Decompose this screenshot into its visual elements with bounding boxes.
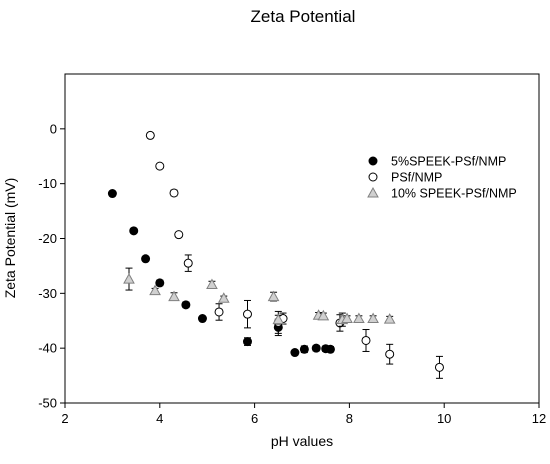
data-point bbox=[242, 309, 252, 319]
data-point bbox=[155, 161, 165, 171]
plot-area-frame bbox=[64, 73, 540, 404]
data-point bbox=[174, 230, 184, 240]
x-tick-label: 6 bbox=[251, 411, 258, 426]
data-point bbox=[181, 300, 191, 310]
data-point bbox=[149, 284, 161, 296]
data-marks bbox=[107, 130, 444, 379]
x-tick-label: 10 bbox=[437, 411, 451, 426]
data-point bbox=[290, 348, 300, 358]
series-group bbox=[123, 267, 396, 327]
data-point bbox=[145, 130, 155, 140]
data-point bbox=[385, 349, 395, 359]
legend: 5%SPEEK-PSf/NMP PSf/NMP 10% SPEEK-PSf/NMP bbox=[367, 155, 517, 201]
data-point bbox=[206, 278, 218, 290]
data-point bbox=[214, 307, 224, 317]
data-point bbox=[169, 188, 179, 198]
data-point bbox=[155, 278, 165, 288]
legend-marker bbox=[368, 172, 378, 182]
data-point bbox=[299, 344, 309, 354]
legend-entry-label: PSf/NMP bbox=[391, 171, 442, 185]
data-point bbox=[217, 292, 230, 303]
y-tick-label: -10 bbox=[38, 176, 57, 191]
data-point bbox=[183, 258, 193, 268]
x-tick-label: 12 bbox=[532, 411, 546, 426]
y-tick-label: 0 bbox=[50, 121, 57, 136]
data-point bbox=[107, 189, 117, 199]
x-axis-label: pH values bbox=[271, 433, 333, 449]
y-tick-label: -20 bbox=[38, 231, 57, 246]
data-point bbox=[383, 313, 396, 324]
data-point bbox=[317, 309, 330, 321]
data-point bbox=[267, 290, 280, 302]
series-group bbox=[107, 189, 335, 358]
legend-marker bbox=[368, 156, 378, 166]
data-point bbox=[123, 273, 135, 284]
data-point bbox=[168, 290, 180, 302]
chart-title: Zeta Potential bbox=[251, 7, 356, 26]
data-point bbox=[129, 226, 139, 236]
data-point bbox=[197, 314, 207, 324]
data-point bbox=[242, 337, 252, 347]
y-axis-label: Zeta Potential (mV) bbox=[2, 178, 18, 299]
legend-entry-label: 10% SPEEK-PSf/NMP bbox=[391, 187, 517, 201]
data-point bbox=[434, 362, 444, 372]
x-tick-label: 4 bbox=[156, 411, 163, 426]
data-point bbox=[353, 312, 365, 324]
axis-ticks: 2 4 6 8 10 12 0 -10 -20 -30 -40 -50 bbox=[38, 121, 546, 426]
y-tick-label: -30 bbox=[38, 286, 57, 301]
data-point bbox=[361, 335, 371, 345]
data-point bbox=[141, 254, 151, 264]
data-point bbox=[311, 343, 321, 353]
x-tick-label: 8 bbox=[346, 411, 353, 426]
y-tick-label: -40 bbox=[38, 341, 57, 356]
y-tick-label: -50 bbox=[38, 396, 57, 411]
data-point bbox=[367, 312, 379, 324]
legend-entry-label: 5%SPEEK-PSf/NMP bbox=[391, 155, 506, 169]
data-point bbox=[341, 312, 353, 324]
x-tick-label: 2 bbox=[61, 411, 68, 426]
legend-marker bbox=[367, 186, 379, 198]
data-point bbox=[272, 313, 285, 325]
data-point bbox=[325, 344, 335, 354]
